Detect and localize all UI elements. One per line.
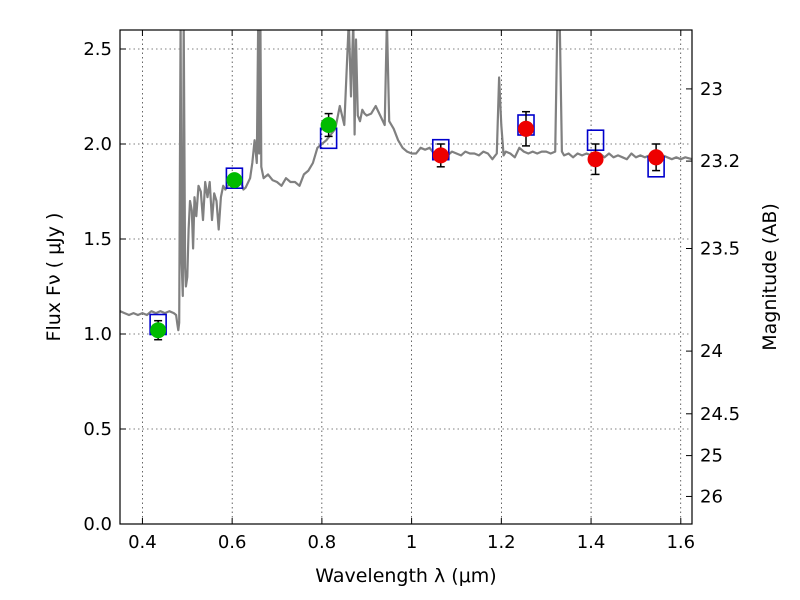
photometry-point-green bbox=[226, 172, 243, 189]
x-tick-label: 1.6 bbox=[666, 532, 695, 553]
x-tick-label: 0.4 bbox=[128, 532, 157, 553]
mag-tick-label: 24 bbox=[700, 341, 723, 362]
y-tick-label: 2.5 bbox=[83, 39, 112, 60]
mag-tick-label: 23 bbox=[700, 79, 723, 100]
photometry-point-green bbox=[320, 117, 337, 133]
mag-tick-label: 25 bbox=[700, 446, 723, 467]
axis-ticks: 0.4 0.6 0.8 1 1.2 1.4 1.6 0.0 0.5 1.0 1.5 2.0 2.5 23 2… bbox=[83, 30, 740, 553]
photometry-point-red bbox=[432, 147, 449, 164]
y-tick-label: 0.0 bbox=[83, 514, 112, 535]
plot-background bbox=[120, 30, 692, 524]
photometry-point-green bbox=[150, 322, 167, 339]
y2-axis-label: Magnitude (AB) bbox=[759, 203, 781, 351]
photometry-points bbox=[150, 110, 665, 341]
mag-tick-label: 24.5 bbox=[700, 404, 740, 425]
y-axis-label: Flux Fν ( μJy ) bbox=[43, 213, 65, 342]
y-tick-label: 1.5 bbox=[83, 229, 112, 250]
x-tick-label: 0.8 bbox=[308, 532, 337, 553]
x-tick-label: 1 bbox=[406, 532, 417, 553]
x-axis-label: Wavelength λ (μm) bbox=[315, 565, 496, 587]
x-tick-label: 0.6 bbox=[218, 532, 247, 553]
x-tick-label: 1.4 bbox=[577, 532, 606, 553]
x-tick-label: 1.2 bbox=[487, 532, 516, 553]
model-spectrum bbox=[120, 30, 692, 332]
mag-tick-label: 23.2 bbox=[700, 151, 740, 172]
y-tick-label: 2.0 bbox=[83, 134, 112, 155]
y-tick-label: 0.5 bbox=[83, 419, 112, 440]
model-box bbox=[225, 167, 244, 189]
photometry-point-red bbox=[648, 149, 665, 166]
model-spectrum-line bbox=[120, 30, 692, 332]
mag-tick-label: 23.5 bbox=[700, 239, 740, 260]
y-tick-label: 1.0 bbox=[83, 324, 112, 345]
photometry-point-red bbox=[518, 120, 535, 137]
photometry-point-red bbox=[587, 151, 604, 168]
mag-tick-label: 26 bbox=[700, 486, 723, 507]
plot-frame bbox=[119, 29, 693, 525]
